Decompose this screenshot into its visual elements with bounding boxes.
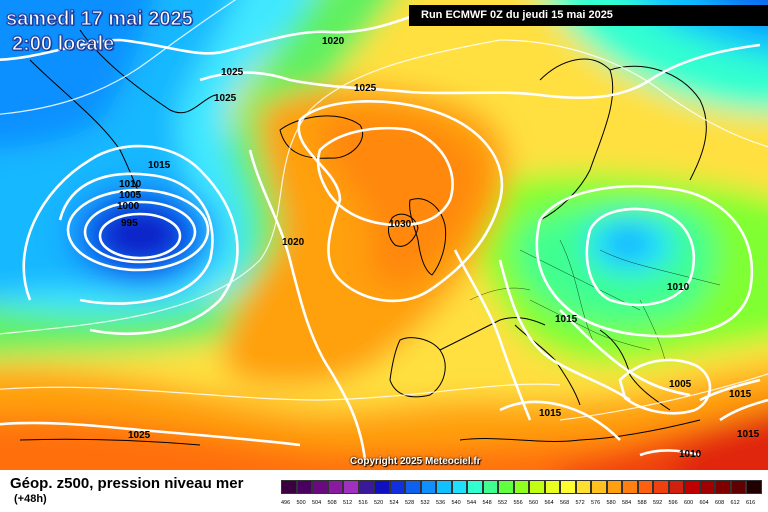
color-scale-swatch <box>327 480 343 494</box>
color-scale-swatch <box>575 480 591 494</box>
color-scale-swatch <box>436 480 452 494</box>
color-scale-label: 576 <box>591 500 601 506</box>
color-scale-swatch <box>746 480 762 494</box>
color-scale-label: 528 <box>405 500 415 506</box>
color-scale-swatch <box>529 480 545 494</box>
color-scale-label: 588 <box>637 500 647 506</box>
color-scale-swatch <box>281 480 297 494</box>
color-scale-swatch <box>668 480 684 494</box>
color-scale-swatch <box>699 480 715 494</box>
isobar-label: 1010 <box>119 179 142 190</box>
color-scale-label: 500 <box>296 500 306 506</box>
color-scale-label: 524 <box>389 500 399 506</box>
color-scale-labels: 496 500 504 508 512 516 520 524 528 532 536 540 544 5… <box>281 500 762 506</box>
color-scale-swatch <box>374 480 390 494</box>
isobar-label: 1010 <box>667 282 690 293</box>
color-scale-swatch <box>358 480 374 494</box>
isobars <box>0 8 768 461</box>
color-scale-swatch <box>544 480 560 494</box>
color-scale-label: 540 <box>451 500 461 506</box>
color-scale-label: 572 <box>575 500 585 506</box>
color-scale-label: 568 <box>560 500 570 506</box>
geopotential-field <box>0 0 768 470</box>
isobar-label: 1020 <box>322 36 345 47</box>
color-scale-swatch <box>389 480 405 494</box>
color-scale-label: 544 <box>467 500 477 506</box>
map-canvas: 1020 1025 1025 1025 1015 1010 1005 1000 … <box>0 0 768 470</box>
isobar-label: 1010 <box>679 449 702 460</box>
color-scale-swatch <box>622 480 638 494</box>
color-scale-label: 616 <box>746 500 756 506</box>
isobar-label: 1015 <box>555 314 578 325</box>
color-scale-swatch <box>730 480 746 494</box>
color-scale-label: 520 <box>374 500 384 506</box>
color-scale-label: 552 <box>498 500 508 506</box>
color-scale-swatch <box>684 480 700 494</box>
color-scale-label: 600 <box>684 500 694 506</box>
color-scale-swatch <box>513 480 529 494</box>
color-scale-label: 604 <box>699 500 709 506</box>
color-scale-label: 504 <box>312 500 322 506</box>
forecast-lead-time: (+48h) <box>14 493 47 505</box>
color-scale-label: 592 <box>653 500 663 506</box>
isobar-label: 1015 <box>737 429 760 440</box>
isobar-label: 1025 <box>354 83 377 94</box>
map-variable-title: Géop. z500, pression niveau mer <box>10 475 244 492</box>
color-scale-label: 612 <box>730 500 740 506</box>
isobar-label: 995 <box>121 218 138 229</box>
color-scale-label: 532 <box>420 500 430 506</box>
color-scale-label: 580 <box>606 500 616 506</box>
forecast-time: 2:00 locale <box>11 33 115 56</box>
color-scale-swatch <box>467 480 483 494</box>
isobar-label: 1025 <box>214 93 237 104</box>
color-scale-label: 536 <box>436 500 446 506</box>
color-scale-label: 496 <box>281 500 291 506</box>
color-scale-swatch <box>312 480 328 494</box>
geopotential-contours <box>0 0 768 420</box>
color-scale-swatch <box>715 480 731 494</box>
color-scale-label: 516 <box>358 500 368 506</box>
isobar-labels: 1020 1025 1025 1025 1015 1010 1005 1000 … <box>117 36 760 460</box>
isobar-label: 1025 <box>128 430 151 441</box>
color-scale-swatch <box>296 480 312 494</box>
color-scale-swatch <box>343 480 359 494</box>
isobar-label: 1015 <box>729 389 752 400</box>
model-run-info: Run ECMWF 0Z du jeudi 15 mai 2025 <box>409 5 768 26</box>
color-scale-label: 548 <box>482 500 492 506</box>
color-scale-label: 584 <box>622 500 632 506</box>
isobar-label: 1030 <box>389 219 412 230</box>
color-scale-label: 556 <box>513 500 523 506</box>
color-scale-swatch <box>498 480 514 494</box>
copyright-notice: Copyright 2025 Meteociel.fr <box>350 456 481 467</box>
color-scale-label: 508 <box>327 500 337 506</box>
color-scale-label: 596 <box>668 500 678 506</box>
color-scale-swatch <box>560 480 576 494</box>
color-scale <box>281 480 762 494</box>
color-scale-swatch <box>637 480 653 494</box>
color-scale-swatch <box>420 480 436 494</box>
color-scale-swatch <box>482 480 498 494</box>
isobar-label: 1020 <box>282 237 305 248</box>
isobar-label: 1025 <box>221 67 244 78</box>
isobar-label: 1005 <box>669 379 692 390</box>
isobar-label: 1000 <box>117 201 140 212</box>
color-scale-label: 512 <box>343 500 353 506</box>
color-scale-label: 608 <box>715 500 725 506</box>
color-scale-swatch <box>451 480 467 494</box>
isobar-label: 1015 <box>539 408 562 419</box>
isobar-label: 1015 <box>148 160 171 171</box>
color-scale-swatch <box>606 480 622 494</box>
color-scale-label: 560 <box>529 500 539 506</box>
color-scale-swatch <box>653 480 669 494</box>
color-scale-swatch <box>405 480 421 494</box>
weather-map: 1020 1025 1025 1025 1015 1010 1005 1000 … <box>0 0 768 470</box>
color-scale-swatch <box>591 480 607 494</box>
forecast-date: samedi 17 mai 2025 <box>6 8 194 31</box>
isobar-label: 1005 <box>119 190 142 201</box>
color-scale-label: 564 <box>544 500 554 506</box>
